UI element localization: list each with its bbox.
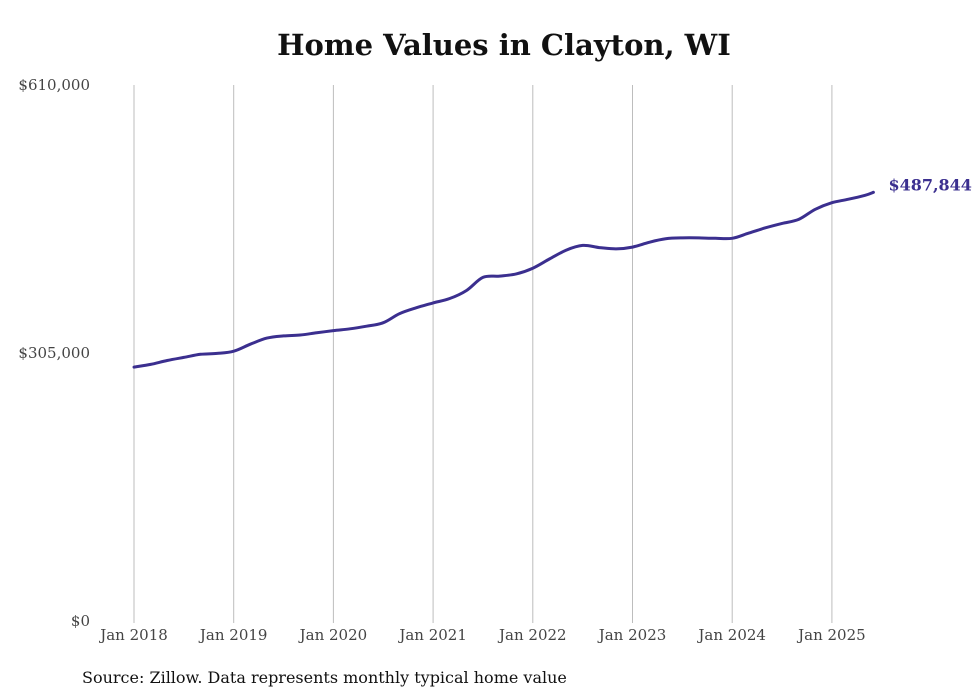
x-tick-label: Jan 2021 xyxy=(397,626,467,644)
x-tick-label: Jan 2018 xyxy=(98,626,168,644)
chart-title: Home Values in Clayton, WI xyxy=(277,28,731,62)
end-labels: $487,844 xyxy=(888,175,972,194)
series-layer xyxy=(132,190,875,369)
x-axis-labels: Jan 2018 Jan 2019 Jan 2020 Jan 2021 Jan 2022… xyxy=(98,626,865,644)
x-tick-label: Jan 2024 xyxy=(696,626,766,644)
x-tick-label: Jan 2023 xyxy=(597,626,667,644)
y-tick-label: $610,000 xyxy=(18,76,90,94)
end-value-label: $487,844 xyxy=(888,175,972,194)
gridlines xyxy=(133,85,833,623)
source-note: Source: Zillow. Data represents monthly … xyxy=(82,668,567,687)
y-tick-label: $305,000 xyxy=(18,344,90,362)
series-line xyxy=(132,190,875,369)
y-tick-label: $0 xyxy=(71,612,90,630)
y-axis-labels: $0 $305,000 $610,000 xyxy=(18,76,90,630)
x-tick-label: Jan 2020 xyxy=(298,626,368,644)
x-tick-label: Jan 2025 xyxy=(796,626,866,644)
x-tick-label: Jan 2019 xyxy=(198,626,268,644)
x-tick-label: Jan 2022 xyxy=(497,626,567,644)
